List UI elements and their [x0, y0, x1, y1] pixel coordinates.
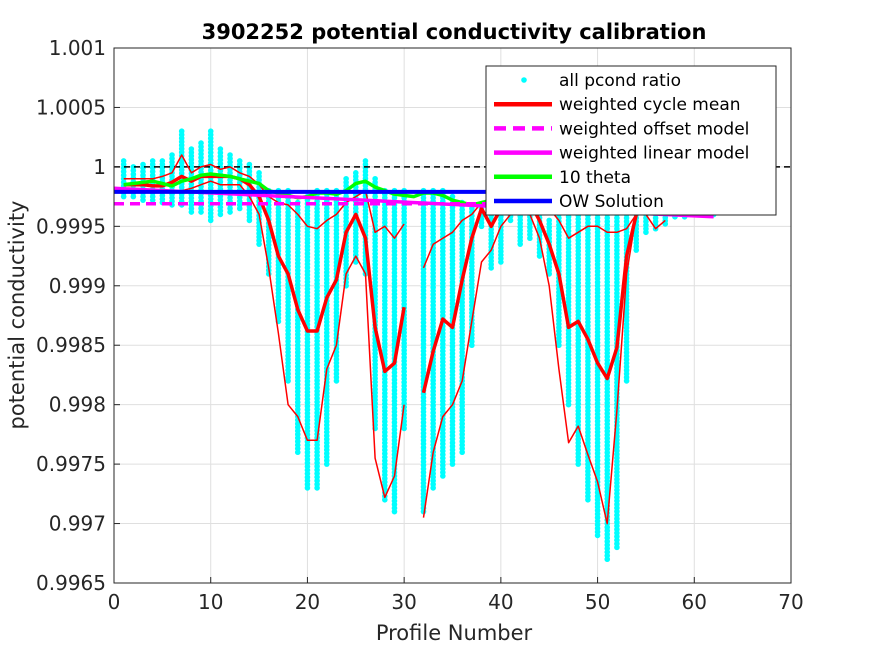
x-tick-label: 50 [585, 590, 610, 614]
pcond-ratio-point [198, 140, 204, 146]
x-tick-label: 20 [295, 590, 320, 614]
pcond-ratio-point [256, 170, 262, 176]
x-tick-label: 30 [391, 590, 416, 614]
y-tick-label: 0.998 [49, 393, 106, 417]
y-tick-label: 0.997 [49, 512, 106, 536]
y-tick-label: 1.0005 [36, 95, 106, 119]
legend-swatch-all-pcond-ratio [521, 77, 527, 83]
pcond-ratio-point [507, 217, 514, 224]
pcond-ratio-point [207, 128, 214, 135]
pcond-ratio-point [188, 146, 195, 152]
legend-label-weighted-cycle-mean: weighted cycle mean [559, 95, 741, 115]
pcond-ratio-point [236, 158, 243, 164]
pcond-ratio-point [159, 158, 166, 164]
pcond-ratio-point [352, 170, 359, 176]
pcond-ratio-point [130, 164, 137, 170]
y-tick-labels: 0.9965 0.997 0.9975 0.998 0.9985 0.999 0.9995 1… [36, 36, 120, 595]
y-tick-label: 0.9975 [36, 452, 106, 476]
y-axis-label: potential conductivity [5, 201, 29, 430]
pcond-ratio-point [227, 152, 233, 158]
pcond-ratio-point [149, 158, 156, 164]
scatter-points [120, 128, 717, 563]
pcond-ratio-point [169, 152, 175, 158]
chart-title: 3902252 potential conductivity calibrati… [202, 20, 707, 44]
x-tick-label: 60 [682, 590, 707, 614]
x-tick-label: 70 [778, 590, 803, 614]
y-tick-label: 1.001 [49, 36, 106, 60]
x-tick-label: 40 [488, 590, 513, 614]
pcond-ratio-point [362, 158, 369, 164]
pcond-ratio-point [372, 175, 378, 182]
pcond-ratio-point [246, 161, 253, 168]
legend-label-weighted-linear-model: weighted linear model [559, 144, 749, 164]
x-axis-label: Profile Number [376, 621, 533, 645]
plot-frame [113, 47, 792, 584]
x-tick-labels: 0 10 20 30 40 50 60 70 [108, 577, 804, 614]
weighted-cycle-mean-line [123, 174, 406, 374]
y-tick-label: 0.9995 [36, 214, 106, 238]
legend-box [485, 65, 777, 216]
pcond-ratio-point [120, 158, 127, 164]
legend-label-all-pcond-ratio: all pcond ratio [559, 71, 681, 91]
legend-label-ow-solution: OW Solution [559, 192, 664, 212]
y-tick-label: 1 [93, 155, 106, 179]
pcond-ratio-point [343, 175, 349, 182]
y-tick-label: 0.9985 [36, 333, 106, 357]
legend-label-weighted-offset-model: weighted offset model [559, 119, 749, 139]
legend: all pcond ratio weighted cycle mean weight… [485, 65, 777, 216]
pcond-ratio-point [217, 146, 224, 152]
x-tick-label: 0 [108, 590, 121, 614]
y-tick-label: 0.9965 [36, 571, 106, 595]
x-tick-label: 10 [198, 590, 223, 614]
pcond-ratio-point [546, 217, 553, 224]
legend-label-10-theta: 10 theta [559, 168, 631, 188]
pcond-ratio-point [140, 161, 146, 168]
y-tick-label: 0.999 [49, 274, 106, 298]
pcond-ratio-point [178, 128, 185, 135]
